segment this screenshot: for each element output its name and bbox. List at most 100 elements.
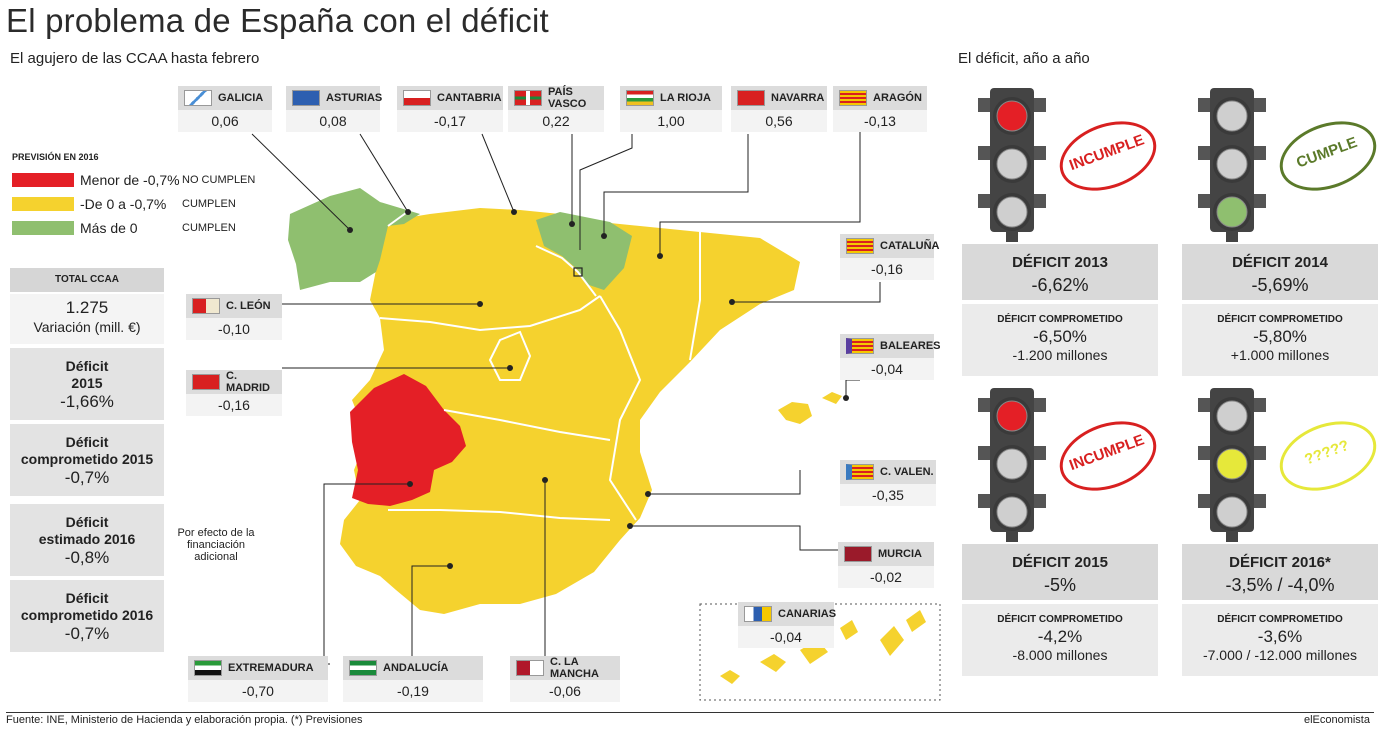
legend-swatch-red (12, 173, 74, 187)
est-2016-note: Por efecto de la financiación adicional (177, 527, 255, 563)
region-value: 0,22 (508, 110, 604, 132)
region-value: 0,56 (731, 110, 827, 132)
region-name: LA RIOJA (660, 92, 711, 104)
region-head: C. VALEN. (840, 460, 936, 484)
region-flag-icon (403, 90, 431, 106)
panel-committed-label: DÉFICIT COMPROMETIDO (1217, 314, 1343, 325)
region-head: PAÍS VASCO (508, 86, 604, 110)
region-head: EXTREMADURA (188, 656, 328, 680)
brand-logo: elEconomista (1303, 714, 1370, 726)
traffic-light-icon (978, 88, 1046, 242)
yearly-panel: CUMPLE DÉFICIT 2014 -5,69% DÉFICIT COMPR… (1182, 84, 1378, 376)
region-flag-icon (846, 238, 874, 254)
region-name: CATALUÑA (880, 240, 940, 252)
total-ccaa-box: 1.275 Variación (mill. €) (10, 294, 164, 344)
region-value: -0,19 (343, 680, 483, 702)
region-name: C. MADRID (226, 370, 270, 394)
region-name: PAÍS VASCO (548, 86, 587, 110)
legend-swatch-yellow (12, 197, 74, 211)
panel-committed: -4,2% (1037, 627, 1083, 646)
region-value: -0,70 (188, 680, 328, 702)
region-value: -0,04 (738, 626, 834, 648)
deficit-2015-value: -1,66% (60, 392, 114, 411)
region-flag-icon (349, 660, 377, 676)
comp-2016-value: -0,7% (64, 624, 110, 643)
region-name: CANTABRIA (437, 92, 502, 104)
region-flag-icon (514, 90, 542, 106)
region-label: LA RIOJA 1,00 (620, 86, 722, 132)
region-label: EXTREMADURA -0,70 (188, 656, 328, 702)
region-value: -0,10 (186, 318, 282, 340)
total-ccaa-label: TOTAL CCAA (55, 274, 119, 285)
panel-diff: +1.000 millones (1230, 347, 1330, 363)
region-label: C. VALEN. -0,35 (840, 460, 936, 506)
panel-year: DÉFICIT 2016* (1229, 554, 1331, 571)
region-head: ARAGÓN (833, 86, 927, 110)
region-name: C. LEÓN (226, 300, 271, 312)
panel-diff: -7.000 / -12.000 millones (1202, 647, 1358, 663)
region-flag-icon (844, 546, 872, 562)
comp-2015-value: -0,7% (64, 468, 110, 487)
comp-2015-box: Déficit comprometido 2015 -0,7% (10, 424, 164, 496)
comp-2015-title: Déficit comprometido 2015 (20, 434, 154, 467)
map-extremadura (350, 374, 466, 506)
legend-label: Menor de -0,7% (80, 172, 180, 188)
panel-body: DÉFICIT COMPROMETIDO -5,80% +1.000 millo… (1182, 304, 1378, 376)
map-galicia-asturias (288, 188, 420, 290)
panel-committed-label: DÉFICIT COMPROMETIDO (997, 614, 1123, 625)
region-value: 0,06 (178, 110, 272, 132)
region-name: CANARIAS (778, 608, 837, 620)
panel-committed: -3,6% (1257, 627, 1303, 646)
region-value: -0,16 (186, 394, 282, 416)
map-subtitle: El agujero de las CCAA hasta febrero (10, 50, 260, 67)
panel-committed: -5,80% (1253, 327, 1307, 346)
region-label: MURCIA -0,02 (838, 542, 934, 588)
region-flag-icon (744, 606, 772, 622)
map-borders (379, 209, 701, 521)
panel-header: DÉFICIT 2015 -5% (962, 544, 1158, 600)
region-name: C. VALEN. (880, 466, 934, 478)
region-head: BALEARES (840, 334, 941, 358)
panel-header: DÉFICIT 2014 -5,69% (1182, 244, 1378, 300)
region-label: NAVARRA 0,56 (731, 86, 827, 132)
yearly-subtitle: El déficit, año a año (958, 50, 1090, 67)
region-name: GALICIA (218, 92, 264, 104)
panel-body: DÉFICIT COMPROMETIDO -4,2% -8.000 millon… (962, 604, 1158, 676)
region-head: MURCIA (838, 542, 934, 566)
region-value: -0,16 (840, 258, 934, 280)
region-label: ARAGÓN -0,13 (833, 86, 927, 132)
legend-item-red: Menor de -0,7% NO CUMPLEN (12, 168, 262, 192)
region-head: GALICIA (178, 86, 272, 110)
total-ccaa-head: TOTAL CCAA (10, 268, 164, 292)
panel-body: DÉFICIT COMPROMETIDO -3,6% -7.000 / -12.… (1182, 604, 1378, 676)
region-label: C. LA MANCHA -0,06 (510, 656, 620, 702)
map-baleares (778, 392, 842, 424)
traffic-light-icon (978, 388, 1046, 542)
region-name: ANDALUCÍA (383, 662, 449, 674)
panel-deficit: -5% (1043, 575, 1076, 595)
region-flag-icon (292, 90, 320, 106)
region-value: -0,17 (397, 110, 503, 132)
region-head: ASTURIAS (286, 86, 382, 110)
panel-year: DÉFICIT 2013 (1012, 254, 1108, 271)
region-flag-icon (192, 298, 220, 314)
panel-diff: -1.200 millones (1012, 347, 1108, 363)
panel-committed-label: DÉFICIT COMPROMETIDO (1217, 614, 1343, 625)
region-head: LA RIOJA (620, 86, 722, 110)
region-value: 0,08 (286, 110, 380, 132)
region-name: MURCIA (878, 548, 922, 560)
region-label: C. MADRID -0,16 (186, 370, 282, 416)
region-label: ASTURIAS 0,08 (286, 86, 382, 132)
panel-deficit: -5,69% (1251, 275, 1309, 295)
comp-2016-box: Déficit comprometido 2016 -0,7% (10, 580, 164, 652)
yearly-panel: ????? DÉFICIT 2016* -3,5% / -4,0% DÉFICI… (1182, 384, 1378, 676)
legend-label: -De 0 a -0,7% (80, 196, 167, 212)
leader-lines (251, 114, 881, 665)
yearly-panel: INCUMPLE DÉFICIT 2015 -5% DÉFICIT COMPRO… (962, 384, 1166, 676)
region-value: -0,04 (840, 358, 934, 380)
region-flag-icon (846, 464, 874, 480)
region-flag-icon (194, 660, 222, 676)
panel-body: DÉFICIT COMPROMETIDO -6,50% -1.200 millo… (962, 304, 1158, 376)
traffic-light-icon (1198, 88, 1266, 242)
footer-rule (6, 712, 1374, 713)
